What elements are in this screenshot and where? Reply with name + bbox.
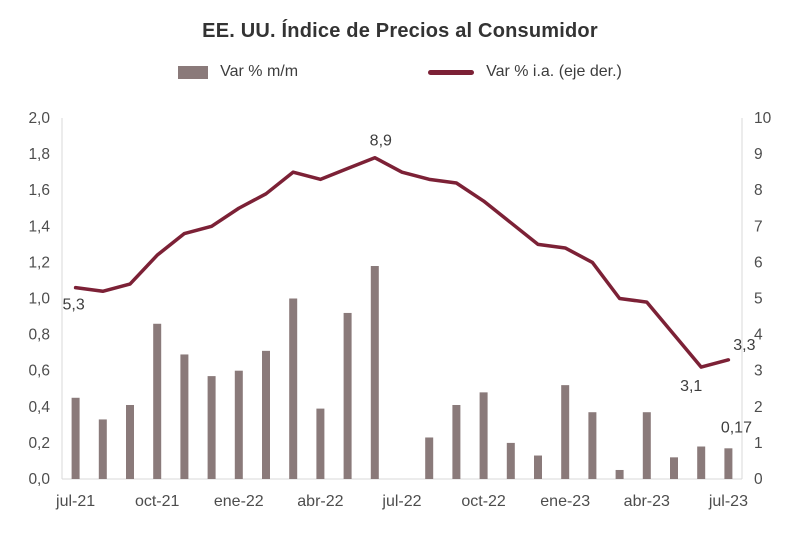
bar	[588, 412, 597, 479]
bar	[234, 370, 243, 479]
bar	[479, 392, 488, 479]
bar	[370, 266, 379, 479]
bar	[534, 455, 542, 479]
y-axis-right-tick-label: 8	[754, 182, 763, 199]
y-axis-right-tick-label: 3	[754, 363, 763, 380]
legend-label-bars: Var % m/m	[220, 63, 299, 80]
y-axis-right-tick-label: 7	[754, 218, 763, 235]
annotation-8_9: 8,9	[370, 133, 392, 150]
y-axis-right-tick-label: 9	[754, 146, 763, 163]
x-axis-tick-label: oct-21	[135, 493, 180, 510]
y-axis-left-tick-label: 1,0	[28, 291, 50, 308]
chart-legend: Var % m/m Var % i.a. (eje der.)	[0, 60, 800, 84]
bar	[670, 457, 678, 479]
y-axis-left-tick-label: 0,8	[28, 327, 50, 344]
bar	[615, 469, 624, 479]
legend-item-bars: Var % m/m	[178, 63, 298, 81]
legend-item-line: Var % i.a. (eje der.)	[428, 63, 622, 81]
x-axis-tick-label: oct-22	[461, 493, 506, 510]
x-axis-tick-label: ene-22	[214, 493, 264, 510]
line-series	[73, 155, 731, 369]
bar	[289, 298, 298, 479]
y-axis-left-tick-label: 1,2	[28, 254, 50, 271]
x-axis-tick-label: abr-23	[624, 493, 670, 510]
y-axis-right-tick-label: 5	[754, 291, 763, 308]
chart-plot: 2,01,81,61,41,21,00,80,60,40,20,01098765…	[28, 110, 772, 510]
y-axis-right-tick-label: 1	[754, 435, 763, 452]
x-axis-tick-label: jul-23	[708, 493, 748, 510]
annotation-3_3: 3,3	[733, 337, 755, 354]
bar	[697, 446, 706, 479]
line-series-swatch	[428, 69, 475, 75]
y-axis-left-tick-label: 0,6	[28, 363, 50, 380]
bar	[98, 419, 107, 479]
annotation-0_17: 0,17	[721, 419, 752, 436]
legend-label-line: Var % i.a. (eje der.)	[486, 63, 622, 80]
y-axis-left-tick-label: 0,4	[28, 399, 50, 416]
bar	[262, 350, 270, 479]
bar-series-swatch	[178, 65, 209, 79]
y-axis-right-tick-label: 10	[754, 110, 772, 127]
bar	[561, 385, 570, 479]
y-axis-left-tick-label: 2,0	[28, 110, 50, 127]
y-axis-left-tick-label: 1,4	[28, 218, 50, 235]
bar	[180, 354, 189, 479]
bar	[642, 412, 651, 479]
x-axis-tick-label: jul-21	[55, 493, 95, 510]
bar	[452, 404, 461, 479]
x-axis-tick-label: ene-23	[540, 493, 590, 510]
y-axis-left-tick-label: 1,8	[28, 146, 50, 163]
bar	[506, 442, 515, 479]
bar	[425, 437, 434, 479]
x-axis-tick-label: jul-22	[381, 493, 421, 510]
y-axis-left-tick-label: 0,0	[28, 471, 50, 488]
bar	[153, 323, 162, 479]
y-axis-right-tick-label: 6	[754, 254, 763, 271]
y-axis-right-tick-label: 2	[754, 399, 763, 416]
y-axis-left-tick-label: 0,2	[28, 435, 50, 452]
bar	[126, 404, 134, 479]
bar	[207, 376, 216, 479]
x-axis-tick-label: abr-22	[297, 493, 343, 510]
bar	[724, 448, 733, 479]
bar	[343, 312, 352, 479]
y-axis-right-tick-label: 4	[754, 327, 763, 344]
bar	[316, 408, 325, 479]
annotation-5_3: 5,3	[62, 297, 84, 314]
chart-title: EE. UU. Índice de Precios al Consumidor	[202, 20, 598, 42]
bar	[71, 397, 80, 479]
y-axis-right-tick-label: 0	[754, 471, 763, 488]
y-axis-left-tick-label: 1,6	[28, 182, 50, 199]
annotation-3_1: 3,1	[680, 378, 702, 395]
